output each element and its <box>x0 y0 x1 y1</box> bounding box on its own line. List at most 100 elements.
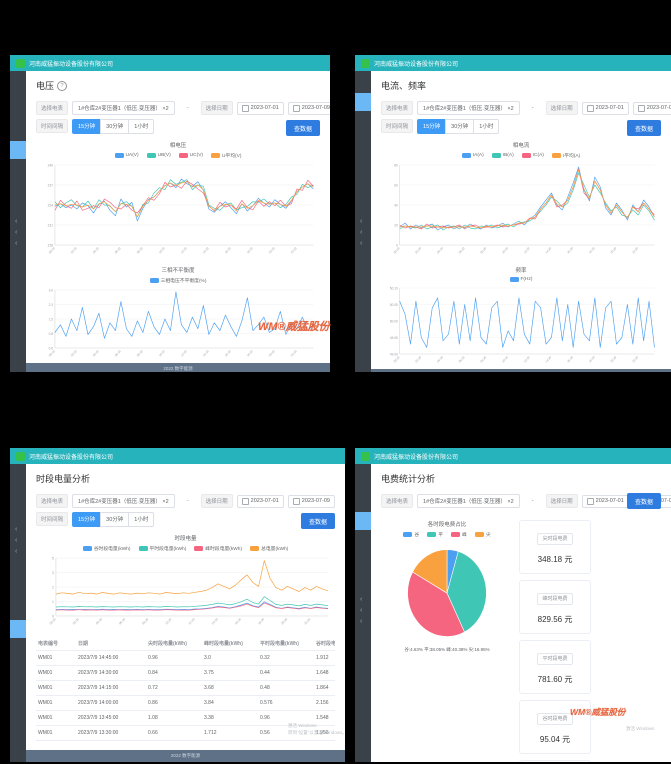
legend-swatch-icon <box>194 546 204 551</box>
table-cell: 1.648 <box>314 665 335 681</box>
sidebar[interactable]: ‹ ‹ ‹ <box>10 464 26 762</box>
svg-text:06:30: 06:30 <box>458 355 466 363</box>
meter-select[interactable]: 1#仓库2#变压器1（低压.变压器） ×2 <box>72 494 175 508</box>
legend-item[interactable]: IA(A) <box>461 152 484 159</box>
interval-option[interactable]: 30分钟 <box>445 118 475 134</box>
legend-item[interactable]: 平时段电量(kWh) <box>138 545 186 552</box>
sidebar-collapse-icon[interactable]: ‹ ‹ ‹ <box>15 218 18 247</box>
voltage-window: 河南威猛振动设备股份有限公司 ‹ ‹ ‹ 电压 ? 选择电表 1#仓库2#变压器1（低… <box>10 55 330 372</box>
legend-item[interactable]: IB(A) <box>491 152 514 159</box>
sidebar[interactable]: ‹ ‹ ‹ <box>355 464 371 762</box>
sidebar[interactable]: ‹ ‹ ‹ <box>355 71 371 372</box>
legend-swatch-icon <box>146 153 156 158</box>
legend-item[interactable]: UC(V) <box>178 152 203 159</box>
table-cell: 0.66 <box>146 725 202 741</box>
sidebar[interactable]: ‹ ‹ ‹ <box>10 71 26 372</box>
table-cell: 3.68 <box>202 680 258 696</box>
svg-text:0: 0 <box>396 243 398 247</box>
legend-swatch-icon <box>451 532 460 537</box>
legend-label: IC(A) <box>532 153 544 158</box>
table-row: WM01 2023/7/9 13:30:00 0.66 1.712 0.56 1.956 <box>36 725 335 741</box>
svg-text:50.00: 50.00 <box>390 319 398 323</box>
interval-option[interactable]: 15分钟 <box>72 118 102 134</box>
query-button[interactable]: 查数据 <box>300 513 335 529</box>
interval-option[interactable]: 1小时 <box>128 511 155 527</box>
sidebar-active-item[interactable] <box>10 620 26 638</box>
sidebar-collapse-icon[interactable]: ‹ ‹ ‹ <box>360 218 363 247</box>
date-end-input[interactable]: 2023-07-09 <box>287 101 330 115</box>
legend-item[interactable]: U平均(V) <box>211 152 241 159</box>
legend-item[interactable]: 峰时段电量(kWh) <box>194 545 242 552</box>
svg-text:10:30: 10:30 <box>164 617 172 625</box>
legend-item[interactable]: IC(A) <box>521 152 544 159</box>
company-name: 河南威猛振动设备股份有限公司 <box>29 61 114 68</box>
legend-item[interactable]: F(Hz) <box>509 277 533 282</box>
svg-text:10:30: 10:30 <box>158 246 166 254</box>
legend-swatch-icon <box>114 153 124 158</box>
legend-item[interactable]: 谷时段电量(kWh) <box>82 545 131 552</box>
legend-item[interactable]: 平 <box>427 531 443 538</box>
svg-text:04:30: 04:30 <box>436 246 444 254</box>
query-button[interactable]: 查数据 <box>285 120 320 136</box>
svg-text:18:30: 18:30 <box>246 349 254 357</box>
legend-swatch-icon <box>474 532 484 537</box>
table-row: WM01 2023/7/9 13:45:00 1.08 3.38 0.96 1.548 <box>36 710 335 726</box>
legend-label: UA(V) <box>125 153 139 158</box>
legend-swatch-icon <box>551 153 561 158</box>
stat-card-value: 348.18 元 <box>537 555 573 564</box>
table-header-cell: 平时段电量(kWh) <box>258 636 314 651</box>
energy-window: 河南威猛振动设备股份有限公司 ‹ ‹ ‹ 时段电量分析 选择电表 1#仓库2#变压器1… <box>10 448 345 762</box>
help-icon[interactable]: ? <box>57 80 68 91</box>
sidebar-active-item[interactable] <box>355 93 371 111</box>
date-start-input[interactable]: 2023-07-01 <box>581 494 629 508</box>
meter-select[interactable]: 1#仓库2#变压器1（低压.变压器） ×2 <box>417 101 520 115</box>
meter-select[interactable]: 1#仓库2#变压器1（低压.变压器） ×2 <box>417 494 520 508</box>
svg-text:10:30: 10:30 <box>501 246 509 254</box>
date-start-input[interactable]: 2023-07-01 <box>236 494 284 508</box>
legend-item[interactable]: 谷 <box>403 531 419 538</box>
energy-table-wrap: 电表编号 日期 尖时段电量(kWh) 峰时段电量(kWh) 平时段电量(kWh) 谷时段电… <box>36 636 335 741</box>
legend-item[interactable]: 尖 <box>474 531 491 538</box>
page-title-text: 电压 <box>36 81 55 91</box>
date-start-input[interactable]: 2023-07-01 <box>236 101 284 115</box>
interval-option[interactable]: 30分钟 <box>100 118 130 134</box>
sidebar-active-item[interactable] <box>355 512 371 530</box>
date-end-input[interactable]: 2023-07-09 <box>632 101 671 115</box>
date-value: 2023-07-01 <box>595 105 624 111</box>
legend-item[interactable]: 峰 <box>451 531 467 538</box>
svg-text:16:30: 16:30 <box>224 349 232 357</box>
sidebar-active-item[interactable] <box>10 141 26 159</box>
meter-select[interactable]: 1#仓库2#变压器1（低压.变压器） ×2 <box>72 101 175 115</box>
date-start-input[interactable]: 2023-07-01 <box>581 101 629 115</box>
filter-bar: 选择电表 1#仓库2#变压器1（低压.变压器） ×2 - 选择日期 2023-07-01… <box>381 99 671 136</box>
table-cell: 0.84 <box>146 665 202 681</box>
interval-option[interactable]: 1小时 <box>128 118 155 134</box>
sidebar-collapse-icon[interactable]: ‹ ‹ ‹ <box>360 596 363 625</box>
svg-text:1.5: 1.5 <box>49 317 54 321</box>
legend-swatch-icon <box>138 546 148 551</box>
svg-text:18:30: 18:30 <box>588 355 596 363</box>
legend-item[interactable]: UB(V) <box>146 152 171 159</box>
legend-item[interactable]: UA(V) <box>114 152 139 159</box>
query-button[interactable]: 查数据 <box>626 120 661 136</box>
legend-swatch-icon <box>491 153 501 158</box>
svg-text:16:30: 16:30 <box>234 617 242 625</box>
table-cell: 1.08 <box>146 710 202 726</box>
legend-item[interactable]: 总电量(kWh) <box>250 545 288 552</box>
table-row: WM01 2023/7/9 14:15:00 0.72 3.68 0.48 1.864 <box>36 680 335 696</box>
page-title-text: 时段电量分析 <box>36 474 91 484</box>
date-end-input[interactable]: 2023-07-09 <box>287 494 335 508</box>
interval-option[interactable]: 15分钟 <box>417 118 447 134</box>
legend-item[interactable]: 三相电压不平衡度(%) <box>149 277 206 284</box>
legend-item[interactable]: I平均(A) <box>551 152 580 159</box>
interval-option[interactable]: 15分钟 <box>72 511 102 527</box>
interval-option[interactable]: 1小时 <box>473 118 500 134</box>
legend-swatch-icon <box>250 546 260 551</box>
table-cell: 3.75 <box>202 665 258 681</box>
svg-text:3.0: 3.0 <box>49 288 54 292</box>
interval-option[interactable]: 30分钟 <box>100 511 130 527</box>
sidebar-collapse-icon[interactable]: ‹ ‹ ‹ <box>15 526 18 555</box>
calendar-icon <box>586 497 594 505</box>
query-button[interactable]: 查数据 <box>626 493 661 509</box>
cost-summary-section: 各时段电费占比谷 平 峰 尖谷:4.63% 平:38.05% 峰:40.38% 尖:1… <box>381 514 661 762</box>
